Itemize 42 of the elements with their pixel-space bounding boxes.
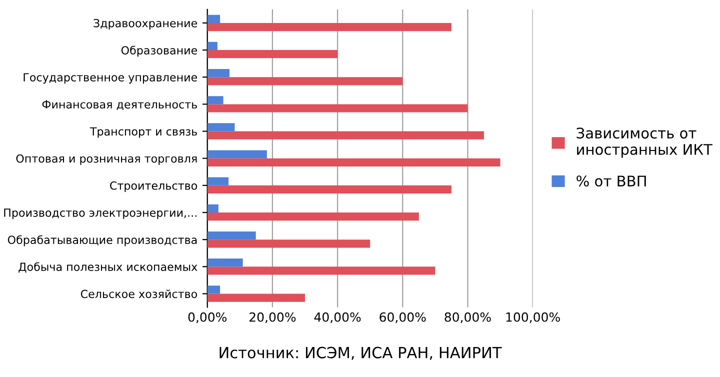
y-tick-label: Образование <box>121 46 198 57</box>
bar <box>207 96 224 104</box>
x-tick-label: 20,00% <box>250 312 296 324</box>
y-tick-label: Обрабатывающие производства <box>8 235 197 246</box>
bar <box>207 231 256 240</box>
y-tick-label: Оптовая и розничная торговля <box>16 154 197 165</box>
bar <box>207 150 267 158</box>
bar <box>207 50 338 58</box>
y-tick-label: Добыча полезных ископаемых <box>18 262 198 273</box>
bar <box>207 177 229 186</box>
bar <box>207 258 243 267</box>
y-tick-label: Здравоохранение <box>94 18 198 30</box>
legend-label: % от ВВП <box>576 176 646 187</box>
x-tick-label: 100,00% <box>506 312 560 324</box>
y-tick-label: Финансовая деятельность <box>42 100 197 110</box>
text: Источник: ИСЭМ, ИСА РАН, НАИРИТ <box>220 346 502 360</box>
bar <box>207 158 500 166</box>
bar <box>207 68 230 78</box>
y-tick-label: Строительство <box>110 181 198 192</box>
bar <box>207 77 403 86</box>
x-tick-label: 80,00% <box>444 312 491 324</box>
bar <box>207 212 419 221</box>
y-tick-label: Сельское хозяйство <box>80 290 198 298</box>
y-tick-label: Транспорт и связь <box>90 127 197 138</box>
bar <box>207 42 218 50</box>
bar <box>207 14 220 23</box>
legend-label: Зависимость от иностранных ИКТ <box>576 128 712 158</box>
bar <box>207 104 468 112</box>
bar <box>207 286 220 294</box>
bar <box>207 204 218 212</box>
bar <box>207 266 436 275</box>
x-tick-label: 40,00% <box>314 312 361 324</box>
bar <box>207 131 484 140</box>
bar <box>207 123 235 132</box>
bar <box>207 185 452 194</box>
y-tick-label: Государственное управление <box>24 73 198 84</box>
x-tick-label: 60,00% <box>380 312 426 324</box>
y-tick-label: Производство электроэнергии,... <box>4 208 196 220</box>
x-tick-label: 0,00% <box>188 312 227 324</box>
bar <box>207 240 370 248</box>
bar <box>207 294 305 302</box>
bar <box>207 22 452 32</box>
